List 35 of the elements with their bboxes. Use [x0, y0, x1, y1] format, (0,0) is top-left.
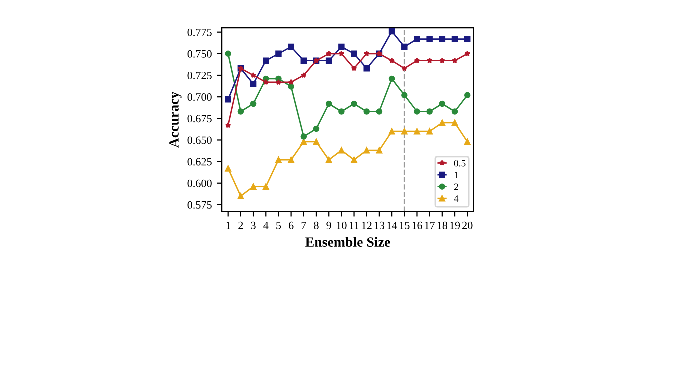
- x-tick-label: 1: [226, 222, 230, 230]
- y-tick-label: 0.575: [188, 201, 212, 209]
- x-tick-label: 2: [238, 222, 244, 230]
- x-tick-label: 11: [350, 222, 359, 230]
- x-tick-label: 12: [362, 222, 372, 230]
- legend-label: 2: [454, 184, 458, 190]
- y-axis-title: Accuracy: [170, 92, 182, 148]
- x-tick-label: 20: [462, 222, 473, 230]
- y-tick-label: 0.700: [188, 94, 212, 102]
- x-tick-label: 15: [400, 222, 410, 230]
- legend-label: 0.5: [454, 160, 466, 167]
- y-tick-label: 0.750: [188, 50, 212, 58]
- x-tick-label: 8: [314, 222, 319, 230]
- x-tick-label: 13: [374, 222, 385, 230]
- x-tick-label: 4: [264, 222, 269, 230]
- y-tick-label: 0.600: [188, 180, 212, 188]
- y-tick-label: 0.725: [188, 72, 212, 80]
- y-tick-label: 0.675: [188, 115, 212, 123]
- x-tick-label: 5: [276, 222, 282, 230]
- x-tick-label: 10: [337, 222, 347, 230]
- x-tick-label: 7: [302, 222, 306, 230]
- y-tick-label: 0.650: [188, 136, 212, 144]
- x-tick-label: 14: [387, 222, 398, 230]
- legend-label: 1: [454, 172, 458, 178]
- x-tick-label: 19: [450, 222, 460, 230]
- x-tick-label: 17: [425, 222, 436, 230]
- legend-label: 4: [454, 196, 459, 202]
- y-tick-label: 0.625: [188, 158, 212, 166]
- y-tick-label: 0.775: [188, 28, 212, 36]
- x-axis-title: Ensemble Size: [306, 237, 390, 247]
- x-tick-label: 6: [289, 222, 294, 230]
- x-tick-label: 16: [412, 222, 422, 230]
- x-tick-label: 9: [326, 222, 332, 230]
- x-tick-label: 18: [438, 222, 448, 230]
- x-tick-label: 3: [251, 222, 256, 230]
